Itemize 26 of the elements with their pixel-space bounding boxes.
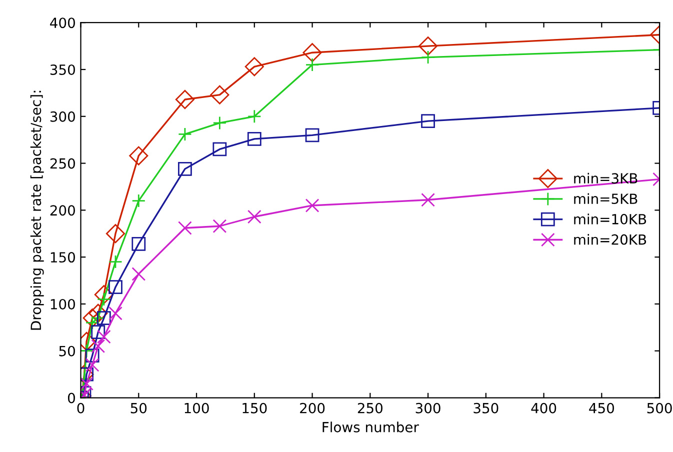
legend-label: min=20KB [574,234,646,245]
y-tick-label: 100 [50,298,75,310]
x-tick-label: 50 [130,402,147,414]
x-axis-title: Flows number [322,422,419,432]
y-tick-label: 50 [59,346,75,356]
legend-label: min=3KB [574,172,638,184]
x-tick-label: 350 [474,402,498,414]
y-tick-label: 250 [50,158,75,169]
x-tick-label: 100 [184,402,209,414]
x-tick-label: 250 [358,402,382,414]
y-axis-title: Dropping packet rate [packet/sec]: [30,90,44,330]
y-tick-label: 300 [50,111,75,122]
x-tick-label: 400 [531,402,556,414]
legend-label: min=5KB [574,193,638,204]
y-tick-label: 200 [50,205,75,216]
y-tick-label: 150 [50,252,75,263]
legend-label: min=10KB [574,214,646,224]
x-tick-label: 200 [300,402,325,414]
y-tick-label: 350 [50,64,75,75]
x-tick-label: 150 [242,402,267,414]
y-tick-label: 0 [68,392,75,404]
x-tick-label: 300 [416,402,440,414]
x-tick-label: 500 [647,402,672,414]
x-tick-label: 450 [589,402,614,414]
x-tick-label: 0 [77,402,84,414]
y-tick-label: 400 [50,18,75,28]
